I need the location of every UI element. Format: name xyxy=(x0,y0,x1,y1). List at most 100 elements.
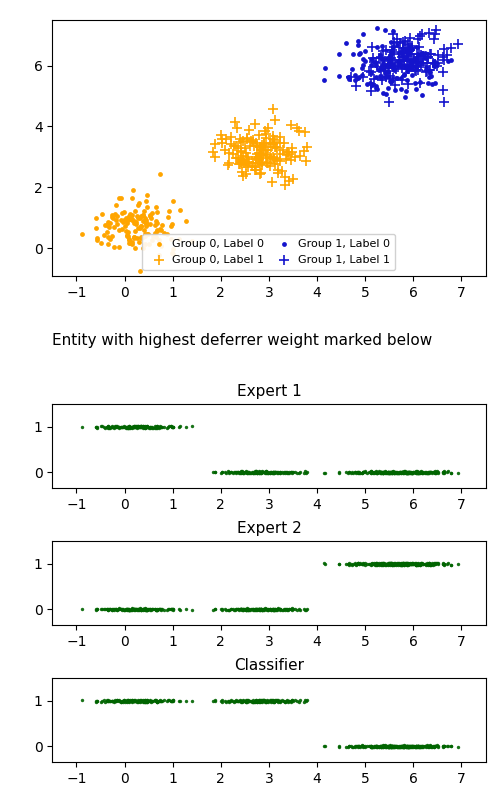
Point xyxy=(384,740,392,753)
Point xyxy=(279,695,287,707)
Point xyxy=(252,602,260,615)
Point xyxy=(268,466,276,479)
Group 0, Label 1 xyxy=(257,148,265,161)
Point xyxy=(373,558,381,571)
Point xyxy=(403,466,411,479)
Point xyxy=(148,603,156,615)
Point xyxy=(142,603,150,616)
Point xyxy=(414,557,422,570)
Group 1, Label 0 xyxy=(379,58,387,71)
Point xyxy=(335,465,343,478)
Point xyxy=(285,466,293,479)
Point xyxy=(262,603,270,615)
Point xyxy=(253,603,261,615)
Point xyxy=(125,603,133,616)
Point xyxy=(141,696,149,708)
Point xyxy=(140,694,148,707)
Point xyxy=(413,739,421,752)
Point xyxy=(407,557,415,569)
Point xyxy=(252,465,260,478)
Group 0, Label 0 xyxy=(142,220,150,233)
Group 1, Label 0 xyxy=(406,56,414,69)
Group 1, Label 0 xyxy=(387,46,395,59)
Point xyxy=(367,740,374,753)
Point xyxy=(395,740,403,753)
Point xyxy=(389,466,397,479)
Point xyxy=(139,694,147,707)
Group 1, Label 1 xyxy=(405,63,413,75)
Group 0, Label 0 xyxy=(106,233,114,245)
Group 0, Label 0 xyxy=(160,227,168,240)
Group 1, Label 0 xyxy=(377,52,385,64)
Point xyxy=(358,739,366,752)
Point xyxy=(142,603,150,616)
Point xyxy=(377,466,385,479)
Point xyxy=(375,740,383,753)
Point xyxy=(268,694,276,707)
Point xyxy=(399,466,407,479)
Point xyxy=(355,739,363,752)
Point xyxy=(157,420,165,433)
Group 1, Label 1 xyxy=(419,57,427,70)
Point xyxy=(147,420,155,433)
Group 0, Label 0 xyxy=(125,234,133,247)
Point xyxy=(335,557,343,570)
Point xyxy=(424,466,432,479)
Point xyxy=(359,557,367,570)
Point xyxy=(255,604,263,617)
Point xyxy=(400,740,408,753)
Point xyxy=(250,696,258,708)
Point xyxy=(379,558,387,571)
Point xyxy=(153,422,161,434)
Group 0, Label 0 xyxy=(128,213,136,225)
Point xyxy=(262,465,270,478)
Group 1, Label 0 xyxy=(403,74,411,87)
Point xyxy=(146,603,154,616)
Point xyxy=(116,422,124,434)
Point xyxy=(271,603,279,616)
Point xyxy=(252,695,260,707)
Point xyxy=(399,740,407,753)
Point xyxy=(409,466,417,479)
Point xyxy=(105,422,113,434)
Point xyxy=(344,740,352,753)
Group 1, Label 0 xyxy=(345,71,353,83)
Point xyxy=(380,557,388,569)
Point xyxy=(115,603,123,616)
Point xyxy=(263,602,271,615)
Point xyxy=(243,696,250,708)
Group 1, Label 0 xyxy=(335,70,343,83)
Point xyxy=(237,695,245,707)
Point xyxy=(390,557,398,570)
Point xyxy=(152,695,160,707)
Point xyxy=(226,604,234,617)
Point xyxy=(402,557,410,570)
Point xyxy=(258,465,266,478)
Point xyxy=(145,603,153,616)
Point xyxy=(377,557,385,569)
Point xyxy=(373,467,380,480)
Point xyxy=(380,740,388,753)
Group 0, Label 0 xyxy=(137,210,145,222)
Point xyxy=(367,740,374,753)
Group 0, Label 0 xyxy=(122,212,130,225)
Point xyxy=(408,740,416,753)
Point xyxy=(381,467,389,480)
Point xyxy=(424,467,432,480)
Group 1, Label 0 xyxy=(377,61,385,74)
Group 1, Label 0 xyxy=(397,60,405,72)
Point xyxy=(245,603,253,616)
Point xyxy=(288,465,296,478)
Group 1, Label 0 xyxy=(372,59,380,71)
Point xyxy=(402,466,410,479)
Point xyxy=(370,741,378,754)
Point xyxy=(425,741,433,754)
Point xyxy=(78,694,86,707)
Point xyxy=(393,741,401,754)
Point xyxy=(128,420,136,433)
Point xyxy=(291,694,299,707)
Point xyxy=(125,420,133,433)
Point xyxy=(381,465,389,478)
Point xyxy=(140,421,148,434)
Point xyxy=(123,696,131,708)
